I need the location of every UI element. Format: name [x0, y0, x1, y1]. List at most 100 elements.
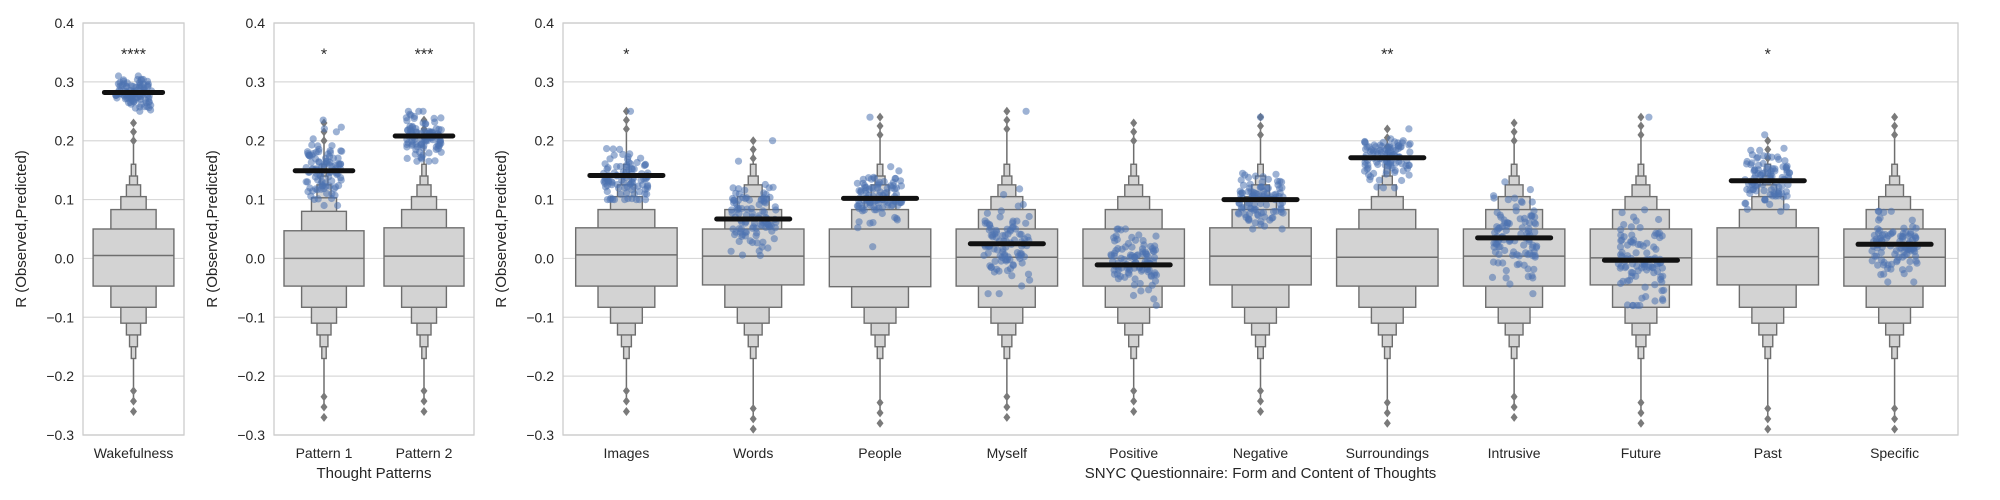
observed-point	[1627, 223, 1635, 231]
observed-point	[1636, 301, 1644, 310]
observed-point	[1026, 276, 1034, 284]
observed-point	[1900, 270, 1908, 278]
outlier-diamond	[1510, 392, 1518, 402]
boxen-level	[1589, 228, 1693, 286]
observed-point	[1112, 246, 1120, 255]
observed-point	[1645, 113, 1653, 121]
x-tick-label: People	[858, 445, 902, 461]
outlier-diamond	[130, 396, 137, 406]
outlier-diamond	[876, 121, 884, 131]
observed-point	[409, 140, 417, 148]
observed-point	[1506, 280, 1514, 288]
observed-point	[1772, 192, 1780, 200]
outlier-diamond	[1891, 424, 1899, 434]
outlier-diamond	[320, 402, 328, 412]
observed-point	[1405, 171, 1413, 179]
outlier-diamond	[1257, 121, 1264, 131]
observed-point	[1498, 222, 1506, 231]
observed-point	[1636, 224, 1644, 232]
observed-point	[330, 185, 338, 193]
observed-point	[1251, 219, 1259, 227]
observed-point	[729, 184, 737, 192]
observed-point	[1874, 261, 1882, 269]
x-tick-label: Past	[1754, 445, 1782, 461]
outlier-diamond	[1764, 404, 1772, 414]
observed-point	[1121, 225, 1130, 233]
outlier-diamond	[130, 406, 137, 416]
observed-point	[985, 226, 993, 234]
outlier-diamond	[1383, 408, 1391, 418]
observed-point	[314, 142, 322, 150]
outlier-diamond	[1003, 402, 1011, 412]
observed-point	[1006, 256, 1014, 264]
observed-point	[1868, 257, 1876, 265]
observed-point	[987, 231, 995, 239]
observed-point	[1530, 219, 1538, 227]
y-tick-label: 0.0	[55, 250, 75, 266]
observed-point	[1520, 214, 1529, 222]
outlier-diamond	[749, 145, 757, 155]
outlier-diamond	[1637, 398, 1645, 408]
outlier-diamond	[1257, 130, 1264, 140]
observed-point	[1252, 206, 1260, 214]
outlier-diamond	[1003, 115, 1011, 125]
observed-point	[1024, 270, 1033, 278]
outlier-diamond	[1891, 112, 1899, 122]
observed-point	[1502, 274, 1510, 282]
observed-point	[880, 178, 888, 186]
observed-point	[1511, 194, 1519, 202]
observed-point	[1258, 178, 1266, 186]
observed-point	[410, 114, 418, 122]
observed-point	[862, 183, 870, 191]
observed-point	[1022, 219, 1030, 227]
observed-point	[1277, 208, 1285, 216]
observed-point	[731, 231, 739, 239]
x-tick-label: Future	[1621, 445, 1662, 461]
observed-point	[1875, 207, 1883, 215]
outlier-diamond	[1003, 412, 1011, 422]
observed-point	[1124, 239, 1132, 248]
observed-point	[1239, 169, 1247, 177]
observed-point	[1510, 248, 1518, 256]
observed-point	[1533, 242, 1541, 250]
outlier-diamond	[130, 127, 137, 137]
outlier-diamond	[420, 386, 428, 396]
outlier-diamond	[1003, 124, 1011, 134]
observed-point	[1365, 171, 1373, 179]
boxen-level	[701, 228, 805, 286]
observed-point	[320, 201, 328, 210]
observed-point	[624, 153, 632, 161]
observed-point	[1003, 267, 1012, 275]
y-tick-label: 0.3	[55, 74, 75, 90]
observed-point	[626, 107, 635, 115]
outlier-diamond	[749, 424, 757, 434]
observed-point	[620, 179, 628, 187]
observed-point	[1276, 177, 1284, 185]
observed-point	[1137, 287, 1145, 295]
observed-point	[1361, 137, 1369, 146]
outlier-diamond	[1130, 118, 1138, 128]
outlier-diamond	[320, 136, 328, 146]
observed-point	[1251, 172, 1260, 180]
observed-point	[1369, 149, 1377, 157]
y-tick-label: −0.3	[237, 427, 265, 443]
observed-point	[1150, 253, 1159, 262]
observed-point	[1901, 251, 1909, 259]
observed-point	[1632, 249, 1640, 257]
observed-point	[888, 184, 896, 192]
observed-point	[1526, 186, 1534, 194]
observed-point	[752, 232, 760, 240]
outlier-diamond	[749, 404, 757, 414]
observed-point	[1009, 223, 1017, 231]
observed-point	[1515, 260, 1523, 268]
observed-point	[1778, 182, 1786, 190]
observed-point	[1128, 233, 1136, 241]
observed-point	[887, 163, 895, 171]
observed-point	[1497, 213, 1505, 221]
outlier-diamond	[1510, 127, 1518, 137]
observed-point	[1523, 229, 1531, 237]
observed-point	[730, 199, 738, 207]
observed-point	[996, 252, 1004, 260]
observed-point	[764, 244, 772, 252]
